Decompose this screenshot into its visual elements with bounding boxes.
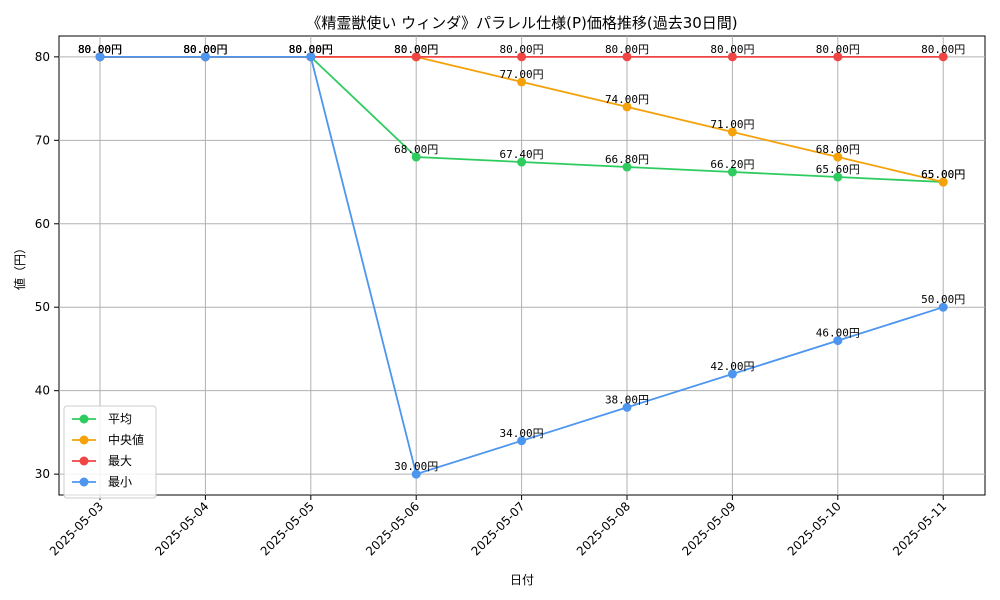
y-tick-label: 80 <box>35 50 50 64</box>
x-axis-label: 日付 <box>510 573 534 587</box>
data-label: 65.00円 <box>921 168 965 181</box>
chart-title: 《精霊獣使い ウィンダ》パラレル仕様(P)価格推移(過去30日間) <box>306 14 737 32</box>
data-label: 67.40円 <box>500 148 544 161</box>
data-label: 42.00円 <box>710 360 754 373</box>
data-label: 80.00円 <box>183 43 227 56</box>
y-axis-label: 値（円） <box>12 242 27 290</box>
data-label: 80.00円 <box>500 43 544 56</box>
data-label: 50.00円 <box>921 293 965 306</box>
data-label: 74.00円 <box>605 93 649 106</box>
data-point <box>938 52 948 62</box>
data-label: 80.00円 <box>78 43 122 56</box>
data-label: 80.00円 <box>78 43 122 56</box>
data-point <box>517 52 527 62</box>
data-point <box>622 402 632 412</box>
data-labels: 80.00円 80.00円 80.00円 68.00円 67.40円 66.80円 66.2… <box>78 43 965 473</box>
data-label: 30.00円 <box>394 460 438 473</box>
data-label: 80.00円 <box>183 43 227 56</box>
x-tick-label: 2025-05-09 <box>679 499 738 558</box>
data-label: 65.00円 <box>921 168 965 181</box>
data-point <box>306 52 316 62</box>
data-label: 66.80円 <box>605 153 649 166</box>
data-label: 80.00円 <box>78 43 122 56</box>
data-point <box>727 369 737 379</box>
data-point <box>517 77 527 87</box>
data-point <box>833 152 843 162</box>
data-point <box>833 172 843 182</box>
data-label: 68.00円 <box>394 143 438 156</box>
data-label: 34.00円 <box>500 427 544 440</box>
legend-label: 最大 <box>108 454 132 468</box>
legend-label: 最小 <box>108 475 132 489</box>
legend-marker <box>79 435 89 445</box>
data-label: 80.00円 <box>605 43 649 56</box>
legend-marker <box>79 414 89 424</box>
data-label: 80.00円 <box>289 43 333 56</box>
data-label: 65.60円 <box>816 163 860 176</box>
legend-marker <box>79 456 89 466</box>
y-tick-label: 30 <box>35 467 50 481</box>
data-point <box>833 336 843 346</box>
data-label: 80.00円 <box>289 43 333 56</box>
data-point <box>517 436 527 446</box>
legend-marker <box>79 477 89 487</box>
data-point <box>95 52 105 62</box>
data-point <box>622 162 632 172</box>
data-label: 80.00円 <box>78 43 122 56</box>
data-label: 80.00円 <box>816 43 860 56</box>
data-point <box>727 52 737 62</box>
data-label: 80.00円 <box>921 43 965 56</box>
axis-ticks: 2025-05-03 2025-05-04 2025-05-05 2025-05-06… <box>35 50 950 559</box>
y-tick-label: 70 <box>35 133 50 147</box>
data-label: 77.00円 <box>500 68 544 81</box>
data-point <box>938 177 948 187</box>
x-tick-label: 2025-05-07 <box>469 499 528 558</box>
x-tick-label: 2025-05-05 <box>258 499 317 558</box>
data-label: 66.20円 <box>710 158 754 171</box>
data-label: 80.00円 <box>710 43 754 56</box>
data-label: 80.00円 <box>394 43 438 56</box>
data-label: 80.00円 <box>183 43 227 56</box>
x-tick-label: 2025-05-08 <box>574 499 633 558</box>
x-tick-label: 2025-05-04 <box>152 499 211 558</box>
x-tick-label: 2025-05-11 <box>890 499 949 558</box>
data-point <box>938 302 948 312</box>
y-tick-label: 60 <box>35 217 50 231</box>
data-label: 80.00円 <box>394 43 438 56</box>
legend-label: 平均 <box>108 412 132 426</box>
data-point <box>200 52 210 62</box>
data-point <box>517 157 527 167</box>
grid-lines <box>59 36 985 495</box>
legend-label: 中央値 <box>108 432 144 447</box>
legend-box <box>63 405 157 499</box>
data-point <box>411 52 421 62</box>
y-tick-label: 40 <box>35 384 50 398</box>
y-tick-label: 50 <box>35 300 50 314</box>
data-point <box>622 102 632 112</box>
data-label: 80.00円 <box>289 43 333 56</box>
data-point <box>411 152 421 162</box>
data-point <box>833 52 843 62</box>
data-point <box>411 469 421 479</box>
data-label: 46.00円 <box>816 327 860 340</box>
data-point <box>727 127 737 137</box>
data-label: 38.00円 <box>605 393 649 406</box>
data-point <box>727 167 737 177</box>
x-tick-label: 2025-05-03 <box>47 499 106 558</box>
data-label: 80.00円 <box>289 43 333 56</box>
series-lines <box>95 52 948 479</box>
x-tick-label: 2025-05-10 <box>785 499 844 558</box>
data-point <box>622 52 632 62</box>
data-label: 71.00円 <box>710 118 754 131</box>
x-tick-label: 2025-05-06 <box>363 499 422 558</box>
data-label: 80.00円 <box>183 43 227 56</box>
data-label: 68.00円 <box>816 143 860 156</box>
